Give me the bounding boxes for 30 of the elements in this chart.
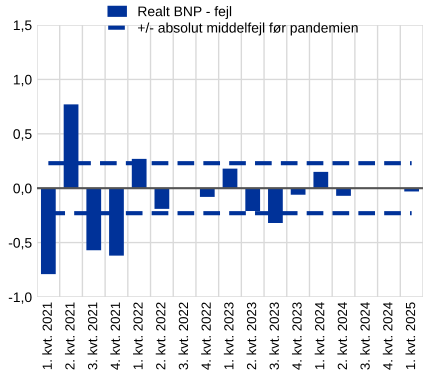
y-tick-label: 0,0	[13, 184, 32, 196]
legend-label: Realt BNP - fejl	[138, 6, 232, 20]
bar	[154, 188, 170, 209]
x-tick-label: 2. kvt. 2024	[337, 302, 348, 370]
x-tick-label: 3. kvt. 2023	[269, 302, 279, 370]
x-tick-label: 4. kvt. 2022	[201, 302, 211, 370]
x-tick-label: 4. kvt. 2024	[382, 302, 392, 370]
x-tick-label: 2. kvt. 2022	[156, 302, 166, 370]
x-tick-label: 1. kvt. 2025	[405, 302, 416, 370]
y-tick-label: 1,5	[14, 20, 32, 32]
y-tick-label: -0,5	[8, 238, 32, 250]
y-tick-label: -1,0	[8, 292, 32, 304]
x-tick-label: 4. kvt. 2023	[292, 302, 302, 370]
bar	[222, 168, 238, 188]
x-tick-label: 3. kvt. 2022	[178, 302, 188, 370]
x-tick-label: 1. kvt. 2021	[42, 302, 52, 370]
x-tick-label: 2. kvt. 2023	[246, 302, 256, 370]
bar	[200, 188, 215, 197]
x-tick-label: 4. kvt. 2021	[110, 302, 120, 370]
x-tick-label: 3. kvt. 2024	[360, 302, 370, 370]
bar	[313, 172, 328, 188]
x-tick-label: 1. kvt. 2023	[224, 302, 234, 370]
y-tick-label: 1,0	[14, 74, 32, 86]
x-tick-label: 2. kvt. 2021	[64, 302, 75, 370]
x-tick-label: 3. kvt. 2021	[88, 302, 98, 370]
bar	[336, 188, 351, 196]
y-tick-label: 0,5	[13, 129, 32, 141]
x-tick-label: 1. kvt. 2024	[314, 302, 324, 370]
x-tick-label: 1. kvt. 2022	[133, 302, 143, 370]
legend-label: +/- absolut middelfejl før pandemien	[138, 22, 358, 36]
